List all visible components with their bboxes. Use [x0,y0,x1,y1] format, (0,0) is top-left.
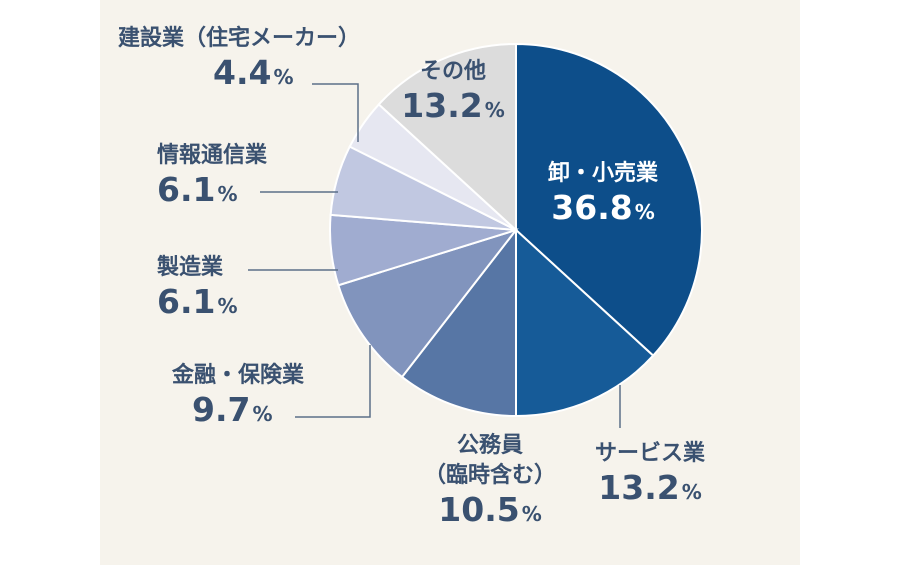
label-value: 13.2% [598,468,702,507]
label-value: 4.4% [213,53,294,92]
label-manufacturing: 製造業 6.1% [157,255,238,321]
label-value: 9.7% [192,390,273,429]
label-info-communication: 情報通信業 6.1% [157,143,268,209]
label-name: 卸・小売業 [547,161,658,186]
slice-public-servants [400,227,517,418]
label-name-line2: （臨時含む） [423,463,556,488]
label-construction: 建設業（住宅メーカー） 4.4% [118,26,361,92]
label-value: 36.8% [551,188,655,227]
slice-wholesale-retail [515,42,703,358]
label-name: 建設業（住宅メーカー） [118,26,361,51]
label-value: 13.2% [401,86,505,125]
label-name: 情報通信業 [157,143,268,168]
label-name: サービス業 [594,441,705,466]
label-name: 製造業 [157,255,224,280]
label-wholesale-retail: 卸・小売業 36.8% [528,161,678,227]
label-other: その他 13.2% [388,59,518,125]
label-name-line1: 公務員 [456,433,523,458]
label-value: 6.1% [157,282,238,321]
slice-services [515,227,655,418]
label-value: 10.5% [438,490,542,529]
label-name: その他 [419,59,486,84]
slice-other [377,42,517,233]
leader-line-finance [295,345,371,418]
slice-finance-insurance [337,228,519,379]
label-finance-insurance: 金融・保険業 9.7% [172,363,305,429]
label-name: 金融・保険業 [172,363,305,388]
label-public-servants: 公務員 （臨時含む） 10.5% [405,433,575,529]
label-services: サービス業 13.2% [580,441,720,507]
label-value: 6.1% [157,170,238,209]
leader-line-construction [312,83,359,142]
